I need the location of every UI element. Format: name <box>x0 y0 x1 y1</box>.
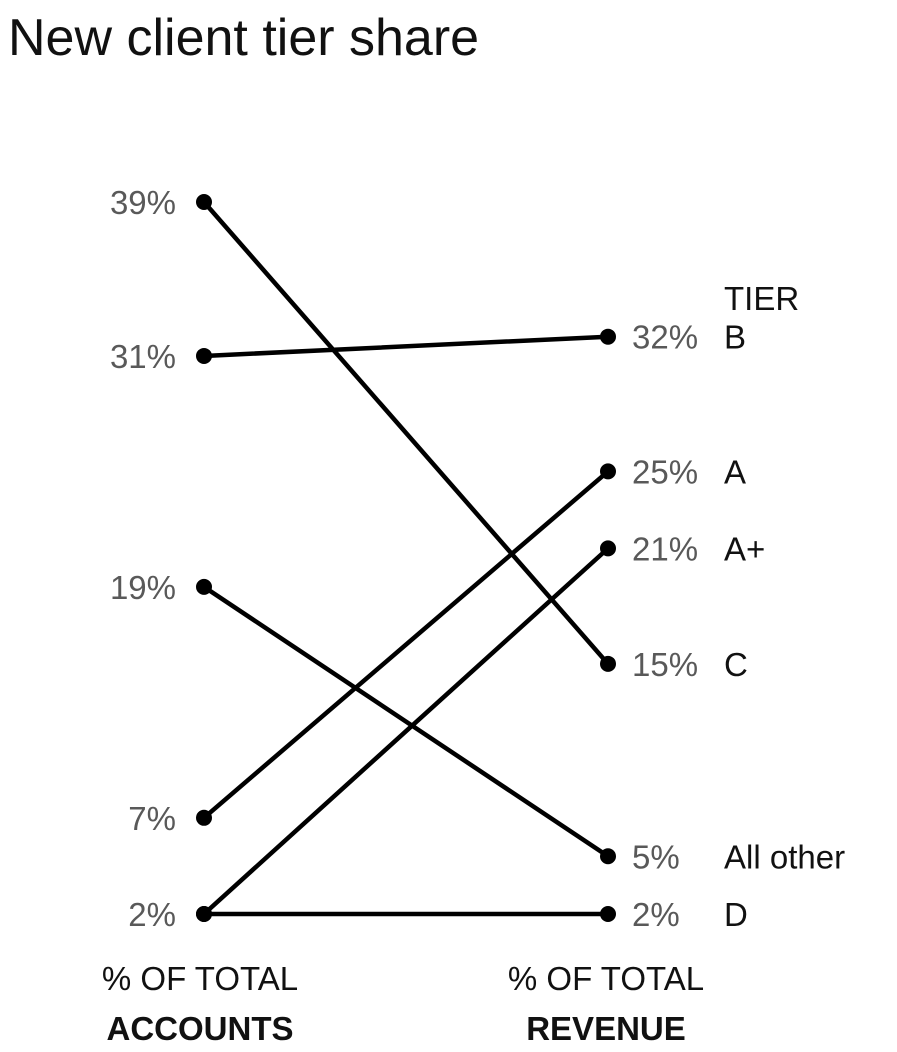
slope-dots <box>196 194 616 922</box>
revenue-dot-b <box>600 328 616 345</box>
accounts-axis-line1: % OF TOTAL <box>102 960 298 997</box>
accounts-value-label-a: 7% <box>128 800 176 837</box>
revenue-value-label-c: 15% <box>632 646 698 683</box>
tier-label-d: D <box>724 896 748 933</box>
tier-label-a: A+ <box>724 530 765 567</box>
accounts-value-label-b: 31% <box>110 338 176 375</box>
accounts-axis-line2: ACCOUNTS <box>107 1010 294 1047</box>
revenue-value-label-a: 25% <box>632 453 698 490</box>
revenue-value-label-d: 2% <box>632 896 680 933</box>
tier-label-a: A <box>724 453 746 490</box>
legend-heading: TIER <box>724 280 799 317</box>
slope-line-a <box>201 546 611 917</box>
slope-line-all-other <box>201 584 611 859</box>
slope-line-b <box>201 334 611 359</box>
accounts-dot-b <box>196 347 212 364</box>
revenue-value-label-a: 21% <box>632 530 698 567</box>
revenue-axis-line1: % OF TOTAL <box>508 960 704 997</box>
value-labels: 31% 32% B 7% 25% A 2% 21% A+ 39% 15% C 19% 5% All othe… <box>110 184 845 933</box>
revenue-value-label-all-other: 5% <box>632 838 680 875</box>
revenue-axis-line2: REVENUE <box>526 1010 686 1047</box>
tier-label-all-other: All other <box>724 838 845 875</box>
chart-title: New client tier share <box>8 9 480 67</box>
accounts-value-label-all-other: 19% <box>110 569 176 606</box>
accounts-axis-label: % OF TOTAL ACCOUNTS <box>102 960 298 1047</box>
accounts-dot-d <box>196 906 212 922</box>
revenue-dot-c <box>600 655 616 672</box>
accounts-value-label-c: 39% <box>110 184 176 221</box>
revenue-dot-all-other <box>600 848 616 865</box>
accounts-dot-a <box>196 809 212 826</box>
accounts-dot-c <box>196 194 212 210</box>
slope-lines <box>201 199 611 917</box>
revenue-dot-a <box>600 463 616 480</box>
tier-label-b: B <box>724 319 746 356</box>
accounts-value-label-a: 2% <box>128 896 176 933</box>
tier-label-c: C <box>724 646 748 683</box>
accounts-dot-all-other <box>196 578 212 595</box>
revenue-value-label-b: 32% <box>632 319 698 356</box>
slope-line-a <box>201 469 611 821</box>
revenue-dot-d <box>600 906 616 922</box>
revenue-axis-label: % OF TOTAL REVENUE <box>508 960 704 1047</box>
slope-line-c <box>201 199 611 667</box>
revenue-dot-a <box>600 540 616 557</box>
